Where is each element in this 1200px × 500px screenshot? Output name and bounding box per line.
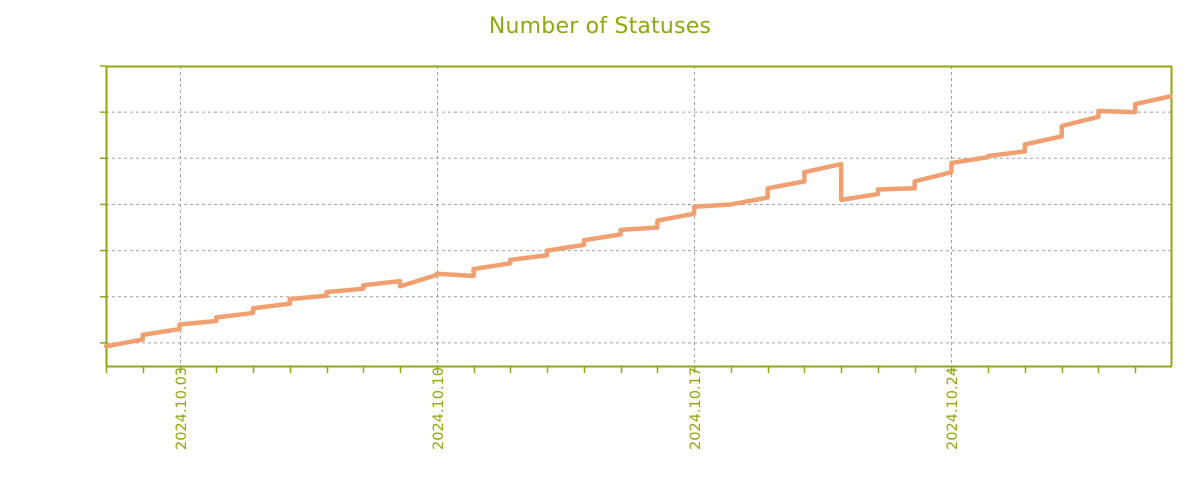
x-axis-minor-ticks <box>105 366 1137 373</box>
y-axis-tick-marks <box>100 65 106 344</box>
x-axis-tick-label: 2024.10.03 <box>173 366 190 450</box>
x-axis-tick-label: 2024.10.17 <box>687 366 704 450</box>
x-axis-tick-label: 2024.10.10 <box>430 366 447 450</box>
x-axis-tick-label: 2024.10.24 <box>944 366 961 450</box>
axis-frame <box>105 65 1173 368</box>
data-series-line <box>103 93 1173 349</box>
chart-title: Number of Statuses <box>488 14 712 39</box>
vertical-gridlines <box>180 66 952 366</box>
